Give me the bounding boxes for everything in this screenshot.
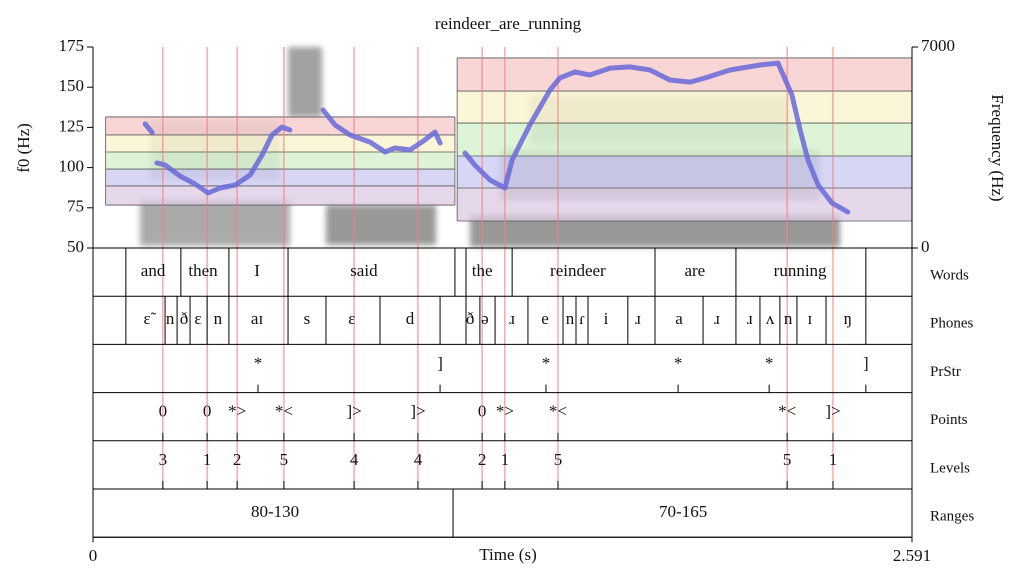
interval-label: ə [481, 309, 489, 328]
tier-name: Levels [930, 460, 970, 476]
range-band [457, 123, 912, 156]
interval-label: n [784, 309, 793, 328]
point-label: 3 [159, 450, 168, 469]
point-label: ]> [825, 402, 840, 421]
point-label: *> [496, 402, 514, 421]
interval-label: n [166, 309, 175, 328]
point-label: *> [228, 402, 246, 421]
point-label: 5 [280, 450, 289, 469]
point-label: 0 [159, 402, 168, 421]
interval-label: ɾ [579, 309, 585, 328]
interval-label: ʌ [766, 309, 775, 328]
tier-name: PrStr [930, 364, 961, 380]
interval-label: i [604, 309, 609, 328]
interval-label: running [774, 261, 827, 280]
point-label: * [765, 353, 774, 372]
point-label: 1 [501, 450, 510, 469]
interval-label: ɹ [714, 309, 720, 328]
y-axis-label: f0 (Hz) [14, 123, 33, 173]
interval-label: and [141, 261, 166, 280]
interval-label: d [406, 309, 415, 328]
interval-label: ɛ [348, 309, 355, 328]
y-tick-label: 50 [67, 237, 84, 256]
interval-label: ɛ̃ [143, 309, 156, 328]
point-label: 1 [203, 450, 212, 469]
chart-title: reindeer_are_running [435, 14, 582, 33]
figure: 50751001251501750700002.591WordsandthenI… [0, 0, 1011, 568]
point-label: ]> [346, 402, 361, 421]
tier-name: Words [930, 268, 969, 284]
interval-label: are [684, 261, 705, 280]
interval-label: n [214, 309, 223, 328]
y-tick-label: 150 [59, 76, 85, 95]
interval-label: ŋ [844, 309, 852, 328]
interval-label: 80-130 [251, 502, 299, 521]
range-bands [106, 58, 912, 221]
x-tick-label: 2.591 [893, 546, 931, 565]
x-tick-label: 0 [89, 546, 98, 565]
interval-label: the [472, 261, 493, 280]
x-axis-label: Time (s) [479, 545, 536, 564]
range-band [457, 188, 912, 221]
y-tick-label: 100 [59, 157, 85, 176]
point-label: * [254, 353, 263, 372]
tier-name: Ranges [930, 509, 974, 525]
point-label: ] [437, 353, 443, 372]
interval-label: ð [180, 309, 189, 328]
point-label: 5 [783, 450, 792, 469]
interval-label: ɹ [635, 309, 641, 328]
range-band [457, 156, 912, 188]
point-label: 4 [350, 450, 359, 469]
interval-label: reindeer [550, 261, 606, 280]
point-label: 4 [414, 450, 423, 469]
y2-tick-label: 7000 [921, 36, 955, 55]
point-label: 5 [554, 450, 563, 469]
point-label: * [674, 353, 683, 372]
interval-label: s [304, 309, 311, 328]
interval-label: n [566, 309, 575, 328]
interval-label: aɪ [251, 309, 264, 328]
point-label: *< [778, 402, 796, 421]
point-label: 1 [829, 450, 838, 469]
point-label: 2 [478, 450, 487, 469]
interval-label: e [541, 309, 549, 328]
y-tick-label: 75 [67, 197, 84, 216]
point-label: ] [863, 353, 869, 372]
range-band [106, 169, 455, 186]
point-label: * [542, 353, 551, 372]
y-tick-label: 175 [59, 36, 85, 55]
point-label: ]> [410, 402, 425, 421]
interval-label: a [675, 309, 683, 328]
range-band [457, 58, 912, 91]
range-band [457, 91, 912, 123]
interval-label: ɹ [509, 309, 515, 328]
point-label: 0 [478, 402, 487, 421]
tier-name: Points [930, 412, 968, 428]
range-band [106, 186, 455, 205]
interval-label: I [254, 261, 260, 280]
point-label: *< [275, 402, 293, 421]
interval-label: 70-165 [659, 502, 707, 521]
point-label: 0 [203, 402, 212, 421]
interval-label: said [350, 261, 378, 280]
interval-label: then [188, 261, 218, 280]
range-band [106, 152, 455, 169]
interval-label: ɪ [808, 309, 813, 328]
interval-label: ð [466, 309, 475, 328]
y-tick-label: 125 [59, 116, 85, 135]
y2-tick-label: 0 [921, 237, 930, 256]
interval-label: ɹ [747, 309, 753, 328]
point-label: 2 [233, 450, 242, 469]
interval-label: ɛ [194, 309, 201, 328]
y2-axis-label: Frequency (Hz) [988, 94, 1007, 201]
point-label: *< [549, 402, 567, 421]
tier-name: Phones [930, 316, 974, 332]
